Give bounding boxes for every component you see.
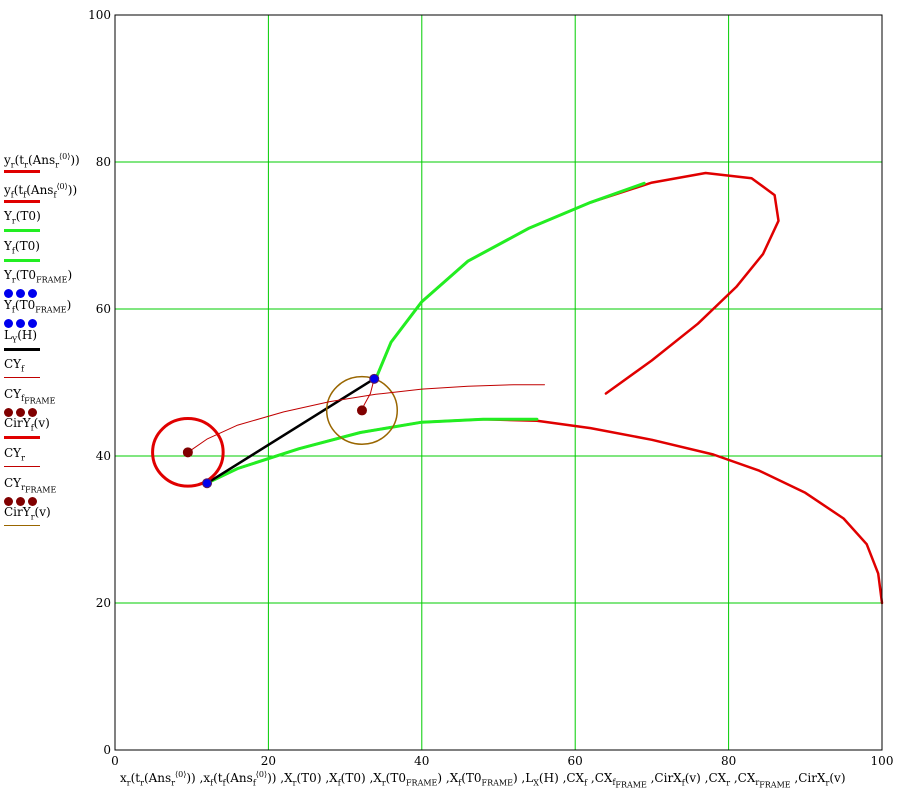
legend-label: Yr(T0) xyxy=(4,209,41,226)
legend-item: Yr(T0FRAME) xyxy=(4,268,104,299)
legend-label: CYrFRAME xyxy=(4,475,57,495)
legend-label: yr(tr(Ansr⟨0⟩)) xyxy=(4,152,80,170)
legend-line-marker xyxy=(4,199,40,203)
series-1-line xyxy=(374,171,780,395)
legend-line-marker xyxy=(4,436,40,440)
legend-label: CirYf(v) xyxy=(4,416,50,433)
legend-dot-marker xyxy=(4,407,13,417)
legend-line-marker xyxy=(4,170,40,173)
legend-line-marker xyxy=(4,465,40,467)
tick-labels: 0 20 40 60 80 100 0 20 40 60 80 100 xyxy=(88,8,893,768)
legend-line-marker xyxy=(4,525,40,527)
y-tick-label: 80 xyxy=(96,155,111,169)
series-12-circle xyxy=(151,417,225,488)
legend-swatch xyxy=(4,345,40,353)
series-4-point xyxy=(202,478,213,489)
y-tick-label: 0 xyxy=(103,743,111,757)
series-11-point xyxy=(182,447,193,458)
legend-swatch xyxy=(4,226,40,234)
legend-swatch xyxy=(4,463,40,471)
legend-line-marker xyxy=(4,347,40,351)
legend-item: Yr(T0) xyxy=(4,209,104,239)
legend-swatch xyxy=(4,256,40,264)
legend-label: Yf(T0FRAME) xyxy=(4,297,72,315)
legend-item: Yf(T0FRAME) xyxy=(4,298,104,328)
legend-label: LY(H) xyxy=(4,327,38,344)
legend-dot-marker xyxy=(16,407,25,417)
legend-label: Yf(T0) xyxy=(4,238,40,256)
legend-line-marker xyxy=(4,377,40,379)
legend-label: CirYr(v) xyxy=(4,505,51,522)
legend-swatch xyxy=(4,167,40,175)
legend-line-marker xyxy=(4,229,40,233)
legend-item: yr(tr(Ansr⟨0⟩)) xyxy=(4,150,104,180)
legend-swatch xyxy=(4,197,40,205)
x-tick-label: 0 xyxy=(111,754,119,768)
legend-label: Yr(T0FRAME) xyxy=(4,268,73,285)
x-tick-label: 60 xyxy=(568,754,583,768)
series-layer xyxy=(151,171,884,605)
y-tick-label: 100 xyxy=(88,8,111,22)
legend-dot-marker xyxy=(16,496,25,506)
legend-item: CirYr(v) xyxy=(4,505,104,535)
series-9-circle xyxy=(325,375,399,445)
plot-frame xyxy=(114,14,883,751)
y-tick-label: 40 xyxy=(96,449,111,463)
legend-line-marker xyxy=(4,258,40,262)
legend-dot-marker xyxy=(16,289,25,299)
legend-item: CYf xyxy=(4,357,104,387)
legend-item: CYrFRAME xyxy=(4,476,104,506)
legend: yr(tr(Ansr⟨0⟩)) yf(tf(Ansf⟨0⟩)) Yr(T0) Yf(T… xyxy=(4,150,104,535)
legend-dot-marker xyxy=(28,318,37,328)
y-tick-label: 20 xyxy=(96,596,111,610)
series-10-line xyxy=(187,384,545,453)
legend-dot-marker xyxy=(28,496,37,506)
legend-label: yf(tf(Ansf⟨0⟩)) xyxy=(4,181,78,199)
legend-item: LY(H) xyxy=(4,328,104,358)
legend-dot-marker xyxy=(4,289,13,299)
x-axis-label: xr(tr(Ansr⟨0⟩)) ,xf(tf(Ansf⟨0⟩)) ,Xr(T0)… xyxy=(120,770,846,790)
legend-swatch xyxy=(4,374,40,382)
legend-dot-marker xyxy=(4,496,13,506)
x-tick-label: 40 xyxy=(414,754,429,768)
series-8-point xyxy=(356,405,367,416)
legend-swatch xyxy=(4,493,40,506)
legend-swatch xyxy=(4,522,40,530)
grid-lines xyxy=(115,15,882,750)
series-5-point xyxy=(369,373,380,384)
legend-swatch xyxy=(4,433,40,441)
legend-item: CirYf(v) xyxy=(4,416,104,446)
x-tick-label: 100 xyxy=(871,754,894,768)
legend-label: CYfFRAME xyxy=(4,386,56,406)
legend-item: Yf(T0) xyxy=(4,239,104,269)
legend-item: CYr xyxy=(4,446,104,476)
legend-dot-marker xyxy=(28,289,37,299)
legend-item: yf(tf(Ansf⟨0⟩)) xyxy=(4,180,104,210)
legend-dot-marker xyxy=(4,318,13,328)
series-3-line xyxy=(374,181,646,381)
series-6-line xyxy=(205,377,376,485)
legend-swatch xyxy=(4,404,40,417)
x-tick-label: 20 xyxy=(261,754,276,768)
legend-item: CYfFRAME xyxy=(4,387,104,417)
legend-swatch xyxy=(4,285,40,299)
legend-swatch xyxy=(4,315,40,328)
legend-dot-marker xyxy=(16,318,25,328)
legend-label: CYr xyxy=(4,445,25,463)
x-tick-label: 80 xyxy=(721,754,736,768)
legend-label: CYf xyxy=(4,357,25,374)
series-2-line xyxy=(205,417,539,485)
y-tick-label: 60 xyxy=(96,302,111,316)
legend-dot-marker xyxy=(28,407,37,417)
